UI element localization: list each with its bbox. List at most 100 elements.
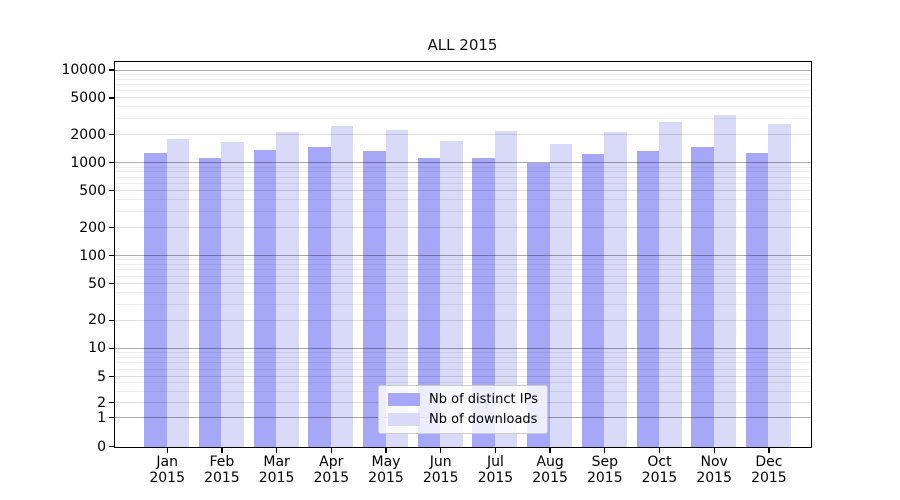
gridline-200	[115, 227, 811, 229]
x-tick-year: 2015	[586, 470, 623, 486]
bar-nb-of-downloads-aug	[549, 144, 573, 447]
bar-nb-of-distinct-ips-apr	[308, 146, 331, 447]
bar-nb-of-downloads-mar	[276, 131, 299, 447]
gridline-8	[115, 356, 811, 358]
x-tick-month: Jan	[156, 454, 178, 470]
x-tick-mark	[166, 447, 168, 453]
gridline-50	[115, 283, 811, 284]
y-tick-mark	[109, 69, 114, 71]
y-tick-label-2: 2	[97, 394, 106, 411]
y-tick-label-0: 0	[97, 438, 106, 455]
x-tick-month: Jun	[429, 454, 452, 470]
x-tick-mark	[604, 447, 606, 453]
gridline-500	[115, 190, 811, 192]
bar-nb-of-distinct-ips-mar	[253, 149, 277, 447]
x-tick-month: May	[371, 454, 401, 470]
x-tick-mark	[658, 447, 661, 453]
x-tick-month: Sep	[591, 454, 618, 470]
x-tick-year: 2015	[696, 470, 732, 486]
bar-nb-of-distinct-ips-jun	[417, 157, 441, 447]
x-tick-year: 2015	[258, 470, 295, 486]
x-tick-mark	[385, 447, 387, 453]
y-tick-label-10: 10	[88, 340, 106, 357]
legend-item-downloads: Nb of downloads	[388, 412, 538, 427]
x-tick-month: Mar	[263, 454, 290, 470]
x-tick-month: Oct	[647, 454, 672, 470]
y-tick-mark	[109, 347, 114, 349]
x-tick-year: 2015	[149, 470, 185, 486]
gridline-9000	[115, 73, 811, 75]
gridline-30	[115, 303, 811, 305]
y-tick-label-1000: 1000	[70, 154, 106, 171]
x-tick-label-apr: Apr 2015	[301, 454, 361, 486]
gridline-100	[115, 255, 811, 256]
bar-nb-of-downloads-feb	[221, 141, 244, 447]
bar-nb-of-downloads-nov	[713, 115, 737, 447]
y-tick-label-20: 20	[88, 312, 106, 329]
gridline-4000	[115, 106, 811, 108]
gridline-90	[115, 259, 811, 261]
x-tick-year: 2015	[422, 470, 459, 486]
gridline-80	[115, 264, 811, 265]
x-tick-month: Aug	[536, 454, 564, 470]
x-tick-label-jul: Jul 2015	[465, 454, 525, 486]
gridline-9	[115, 352, 811, 354]
gridline-300	[115, 210, 811, 212]
legend: Nb of distinct IPs Nb of downloads	[378, 385, 548, 434]
gridline-4	[115, 382, 811, 384]
x-tick-year: 2015	[204, 470, 240, 486]
bar-nb-of-distinct-ips-jul	[472, 157, 495, 447]
plot-area: Nb of distinct IPs Nb of downloads	[114, 61, 812, 448]
bar-nb-of-distinct-ips-aug	[527, 163, 550, 447]
x-tick-label-may: May 2015	[356, 454, 416, 486]
gridline-6	[115, 368, 811, 370]
gridline-700	[115, 176, 811, 178]
bar-nb-of-downloads-oct	[659, 121, 682, 447]
gridline-40	[115, 291, 811, 293]
gridline-70	[115, 269, 811, 271]
gridline-10000	[115, 69, 811, 71]
y-tick-mark	[109, 375, 114, 378]
bar-nb-of-distinct-ips-sep	[581, 154, 605, 447]
bar-nb-of-downloads-dec	[768, 124, 791, 447]
x-tick-year: 2015	[532, 470, 568, 486]
gridline-10	[115, 347, 811, 349]
y-tick-mark	[109, 401, 114, 404]
x-tick-label-jan: Jan 2015	[137, 454, 197, 486]
y-tick-label-200: 200	[79, 219, 106, 236]
chart-title: ALL 2015	[427, 36, 498, 54]
gridline-600	[115, 182, 811, 184]
y-tick-mark	[109, 97, 114, 99]
x-tick-year: 2015	[313, 470, 350, 486]
x-tick-year: 2015	[751, 470, 787, 486]
legend-label-downloads: Nb of downloads	[429, 412, 538, 427]
bar-nb-of-downloads-sep	[604, 132, 627, 447]
x-tick-mark	[768, 447, 770, 453]
x-tick-label-jun: Jun 2015	[411, 454, 471, 486]
bar-nb-of-distinct-ips-oct	[636, 151, 659, 447]
legend-label-distinct-ips: Nb of distinct IPs	[429, 392, 538, 407]
y-tick-label-5000: 5000	[70, 89, 106, 106]
bar-nb-of-downloads-may	[385, 129, 408, 447]
gridline-800	[115, 171, 811, 173]
gridline-8000	[115, 78, 811, 80]
y-tick-label-10000: 10000	[61, 62, 106, 78]
bar-nb-of-distinct-ips-feb	[198, 157, 222, 447]
x-tick-label-nov: Nov 2015	[684, 454, 744, 486]
x-tick-month: Dec	[755, 454, 783, 470]
gridline-6000	[115, 90, 811, 92]
gridline-2000	[115, 134, 811, 136]
y-tick-label-1: 1	[97, 409, 106, 426]
legend-item-distinct-ips: Nb of distinct IPs	[388, 392, 538, 407]
x-tick-year: 2015	[368, 470, 404, 486]
gridline-3000	[115, 118, 811, 119]
x-tick-mark	[494, 447, 497, 453]
y-tick-mark	[109, 134, 114, 136]
x-tick-label-feb: Feb 2015	[192, 454, 252, 486]
y-tick-mark	[109, 319, 114, 322]
bar-nb-of-distinct-ips-jan	[144, 152, 167, 447]
gridline-5000	[115, 97, 811, 99]
y-tick-mark	[109, 162, 114, 164]
x-tick-label-oct: Oct 2015	[630, 454, 690, 486]
